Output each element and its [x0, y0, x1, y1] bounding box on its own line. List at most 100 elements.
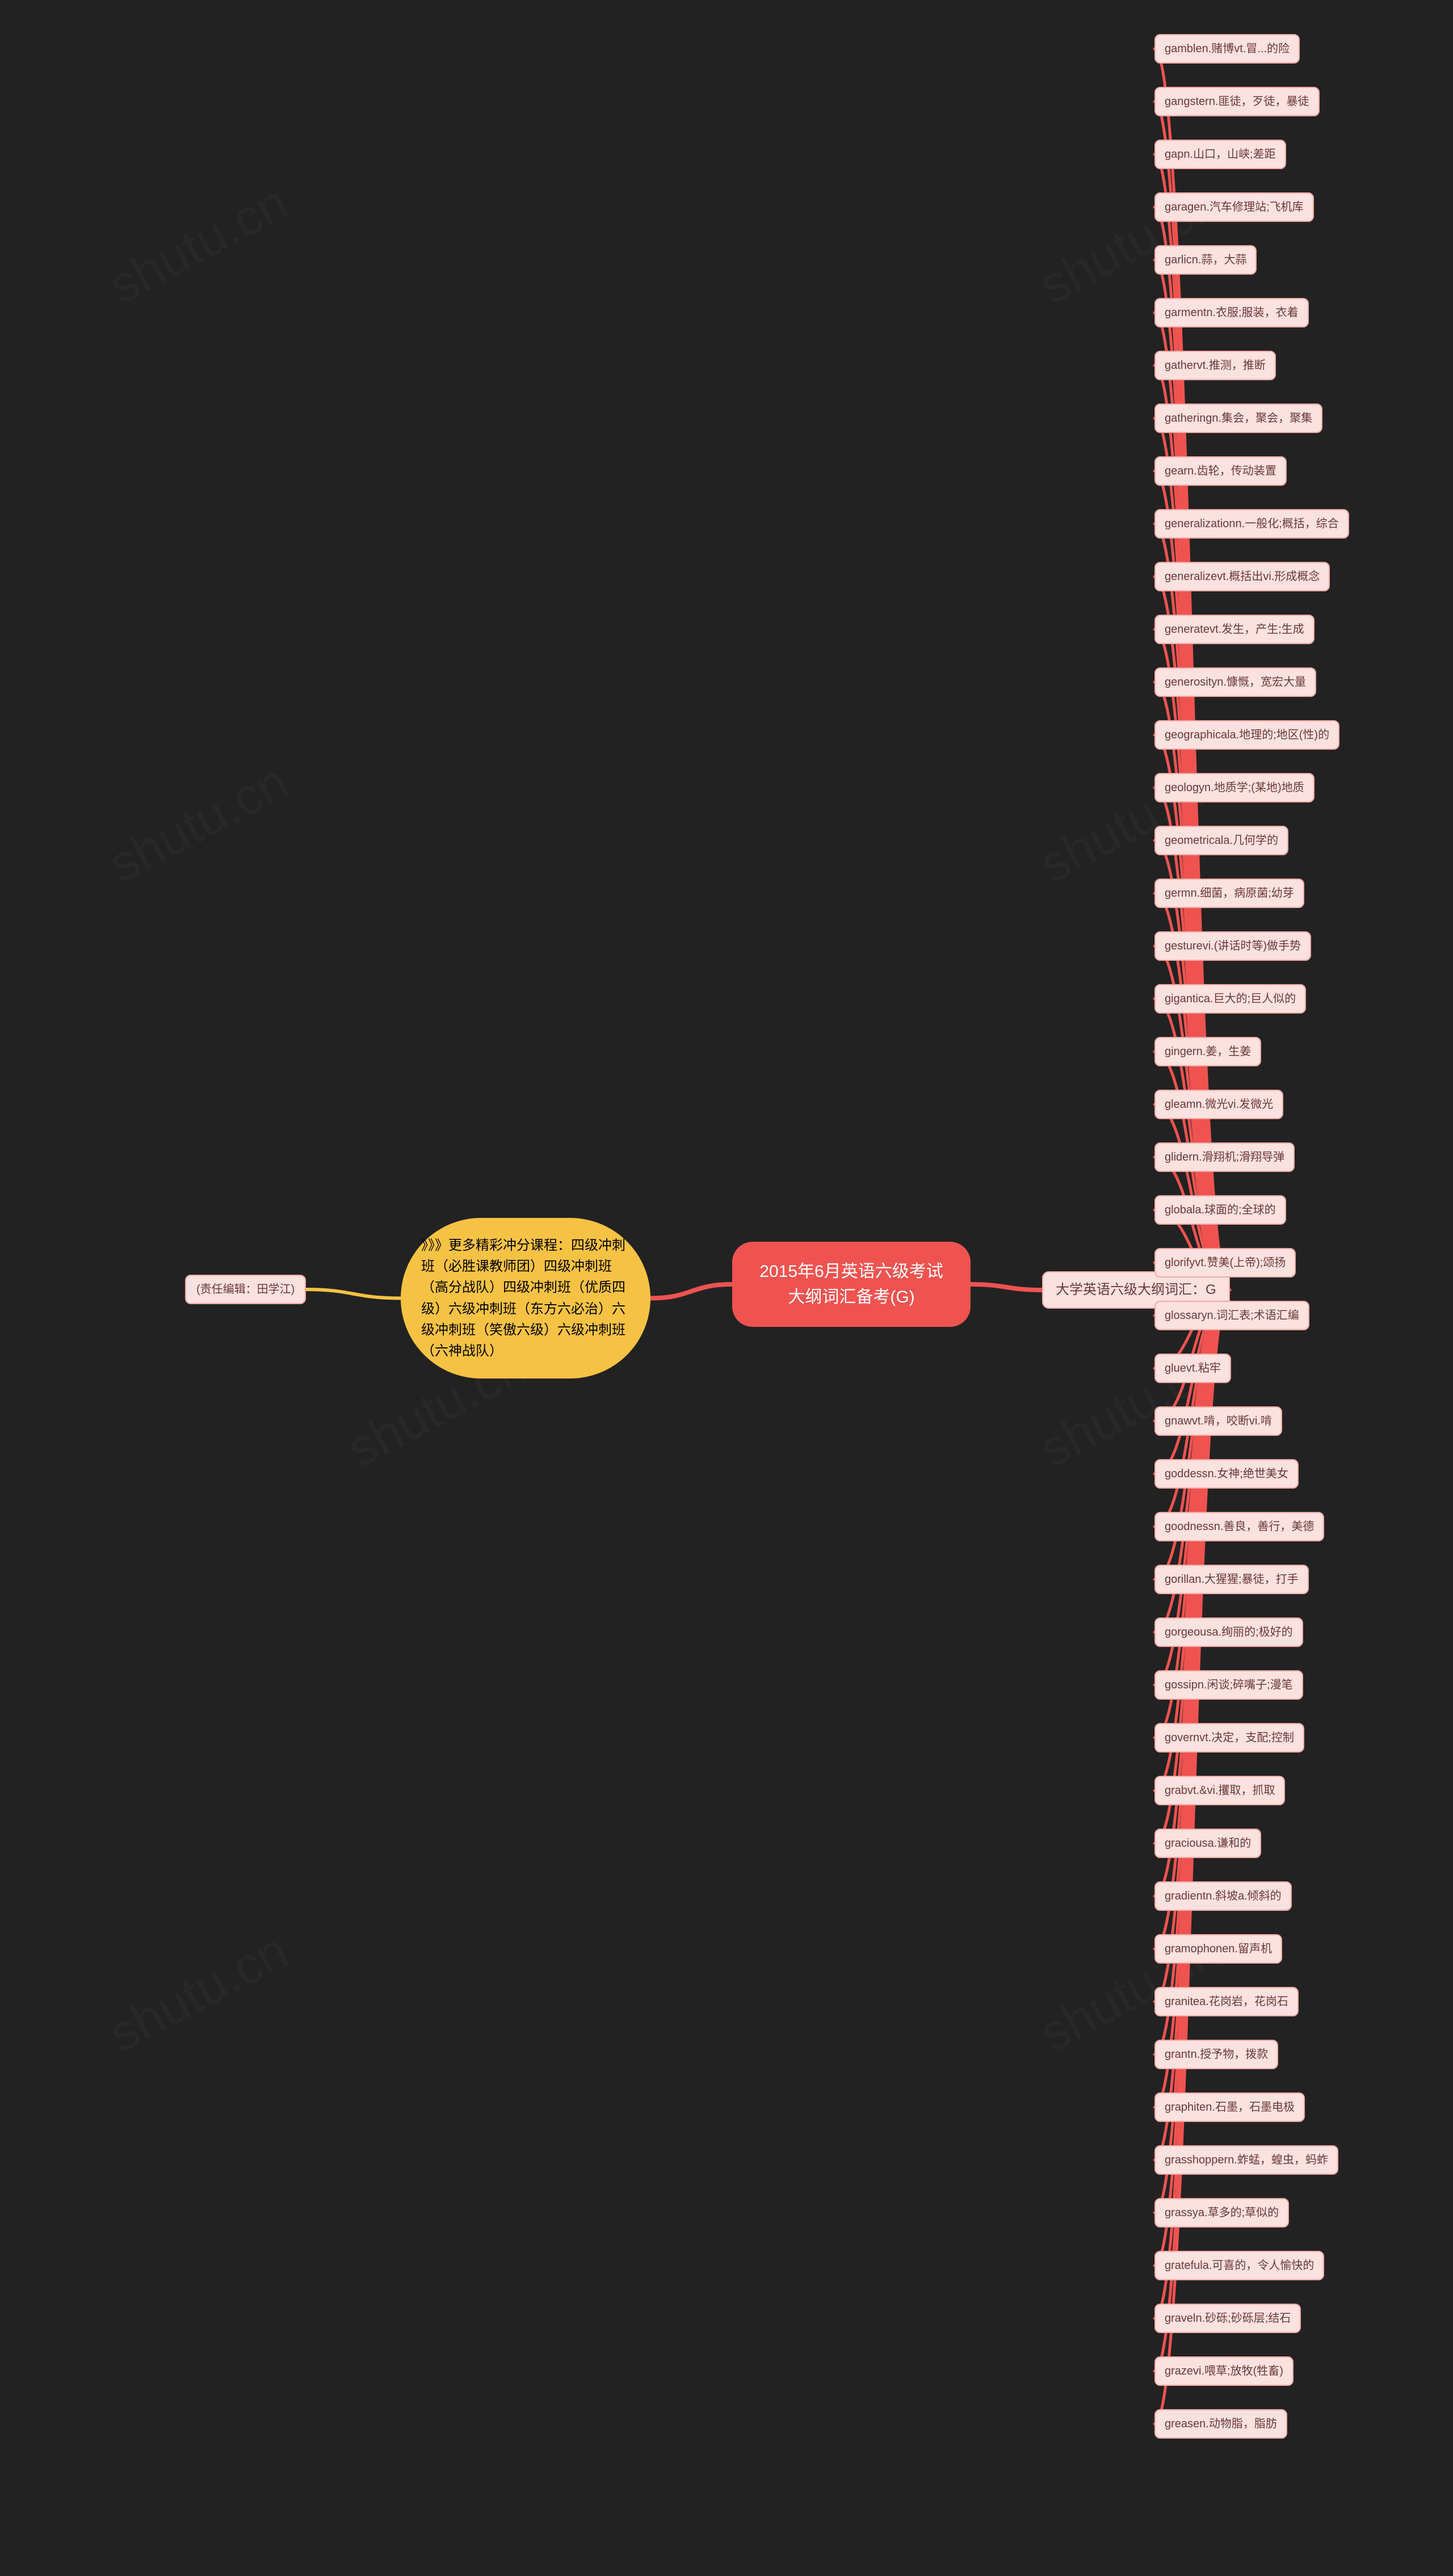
leaf-node: generalizationn.一般化;概括，综合 — [1154, 509, 1349, 539]
leaf-text: geometricala.几何学的 — [1165, 834, 1278, 847]
leaf-node: geometricala.几何学的 — [1154, 826, 1288, 855]
leaf-text: globala.球面的;全球的 — [1165, 1204, 1276, 1216]
leaf-node: gorillan.大猩猩;暴徒，打手 — [1154, 1565, 1309, 1594]
leaf-text: gesturevi.(讲话时等)做手势 — [1165, 940, 1301, 952]
leaf-node: germn.细菌，病原菌;幼芽 — [1154, 879, 1304, 908]
leaf-text: gingern.姜，生姜 — [1165, 1045, 1251, 1058]
leaf-node: greasen.动物脂，脂肪 — [1154, 2409, 1287, 2439]
leaf-text: gleamn.微光vi.发微光 — [1165, 1098, 1273, 1111]
leaf-text: germn.细菌，病原菌;幼芽 — [1165, 887, 1294, 900]
leaf-text: garlicn.蒜，大蒜 — [1165, 254, 1246, 266]
leaf-text: goodnessn.善良，善行，美德 — [1165, 1520, 1314, 1533]
leaf-node: generatevt.发生，产生;生成 — [1154, 615, 1315, 644]
leaf-node: gesturevi.(讲话时等)做手势 — [1154, 931, 1311, 961]
leaf-text: gramophonen.留声机 — [1165, 1943, 1272, 1955]
leaf-text: governvt.决定，支配;控制 — [1165, 1732, 1294, 1744]
center-node: 2015年6月英语六级考试 大纲词汇备考(G) — [732, 1242, 971, 1327]
left-yellow-text: 》》》更多精彩冲分课程：四级冲刺班（必胜课教师团）四级冲刺班（高分战队）四级冲刺… — [421, 1238, 625, 1359]
leaf-node: glidern.滑翔机;滑翔导弹 — [1154, 1142, 1295, 1172]
leaf-text: gluevt.粘牢 — [1165, 1362, 1221, 1375]
watermark: shutu.cn — [100, 753, 298, 895]
leaf-text: goddessn.女神;绝世美女 — [1165, 1468, 1288, 1480]
leaf-node: goodnessn.善良，善行，美德 — [1154, 1512, 1324, 1541]
leaf-node: gossipn.闲谈;碎嘴子;漫笔 — [1154, 1670, 1303, 1700]
leaf-text: garmentn.衣服;服装，衣着 — [1165, 306, 1299, 319]
leaf-node: gigantica.巨大的;巨人似的 — [1154, 984, 1306, 1014]
leaf-node: governvt.决定，支配;控制 — [1154, 1723, 1304, 1753]
leaf-node: grazevi.喂草;放牧(牲畜) — [1154, 2356, 1294, 2386]
leaf-text: gapn.山口，山峡;差距 — [1165, 148, 1276, 161]
leaf-text: gorgeousa.绚丽的;极好的 — [1165, 1626, 1293, 1638]
leaf-node: gangstern.匪徒，歹徒，暴徒 — [1154, 87, 1320, 116]
leaf-node: garagen.汽车修理站;飞机库 — [1154, 192, 1314, 222]
leaf-text: glossaryn.词汇表;术语汇编 — [1165, 1309, 1299, 1322]
center-line-2: 大纲词汇备考(G) — [788, 1288, 914, 1306]
leaf-text: gratefula.可喜的，令人愉快的 — [1165, 2259, 1314, 2272]
leaf-node: graphiten.石墨，石墨电极 — [1154, 2092, 1305, 2122]
leaf-node: gamblen.赌博vt.冒...的险 — [1154, 34, 1300, 64]
leaf-node: gradientn.斜坡a.倾斜的 — [1154, 1881, 1292, 1911]
leaf-node: grabvt.&vi.攫取，抓取 — [1154, 1776, 1285, 1805]
leaf-text: graciousa.谦和的 — [1165, 1837, 1251, 1850]
leaf-text: gorillan.大猩猩;暴徒，打手 — [1165, 1573, 1299, 1586]
leaf-node: garlicn.蒜，大蒜 — [1154, 245, 1257, 275]
leaf-text: generatevt.发生，产生;生成 — [1165, 623, 1304, 636]
leaf-node: geologyn.地质学;(某地)地质 — [1154, 773, 1315, 802]
leaf-node: gratefula.可喜的，令人愉快的 — [1154, 2251, 1324, 2280]
leaf-node: geographicala.地理的;地区(性)的 — [1154, 720, 1339, 750]
mindmap-canvas: shutu.cn shutu.cn shutu.cn shutu.cn shut… — [0, 0, 1453, 2576]
leaf-text: grantn.授予物，拨款 — [1165, 2048, 1268, 2061]
leaf-text: geographicala.地理的;地区(性)的 — [1165, 729, 1329, 741]
leaf-node: grassya.草多的;草似的 — [1154, 2198, 1289, 2228]
leaf-node: goddessn.女神;绝世美女 — [1154, 1459, 1299, 1489]
leaf-text: generalizevt.概括出vi.形成概念 — [1165, 570, 1320, 583]
leaf-node: gatheringn.集会，聚会，聚集 — [1154, 404, 1322, 433]
leaf-text: grabvt.&vi.攫取，抓取 — [1165, 1784, 1275, 1797]
leaf-text: gamblen.赌博vt.冒...的险 — [1165, 43, 1290, 55]
watermark: shutu.cn — [100, 1922, 298, 2064]
leaf-node: gingern.姜，生姜 — [1154, 1037, 1261, 1066]
leaf-node: graveln.砂砾;砂砾层;结石 — [1154, 2304, 1301, 2333]
leaf-text: gigantica.巨大的;巨人似的 — [1165, 993, 1296, 1005]
leaf-text: graveln.砂砾;砂砾层;结石 — [1165, 2312, 1291, 2325]
leaf-node: grantn.授予物，拨款 — [1154, 2040, 1278, 2069]
leaf-text: glidern.滑翔机;滑翔导弹 — [1165, 1151, 1284, 1163]
leaf-node: gorgeousa.绚丽的;极好的 — [1154, 1617, 1303, 1647]
leaf-node: glorifyvt.赞美(上帝);颂扬 — [1154, 1248, 1296, 1278]
leaf-node: gramophonen.留声机 — [1154, 1934, 1282, 1964]
leaf-text: gradientn.斜坡a.倾斜的 — [1165, 1890, 1282, 1902]
leaf-text: garagen.汽车修理站;飞机库 — [1165, 201, 1304, 213]
leaf-text: gnawvt.啃，咬断vi.啃 — [1165, 1415, 1272, 1427]
leaf-node: glossaryn.词汇表;术语汇编 — [1154, 1301, 1309, 1330]
leaf-text: greasen.动物脂，脂肪 — [1165, 2418, 1277, 2430]
left-small-node: (责任编辑：田学江) — [185, 1275, 306, 1304]
right-tier2-text: 大学英语六级大纲词汇：G — [1056, 1282, 1216, 1297]
leaf-node: gnawvt.啃，咬断vi.啃 — [1154, 1406, 1282, 1436]
leaf-text: grasshoppern.蚱蜢，蝗虫，蚂蚱 — [1165, 2154, 1328, 2166]
leaf-node: generosityn.慷慨，宽宏大量 — [1154, 667, 1316, 697]
leaf-text: gathervt.推测，推断 — [1165, 359, 1266, 372]
leaf-node: grasshoppern.蚱蜢，蝗虫，蚂蚱 — [1154, 2145, 1338, 2175]
leaf-node: gluevt.粘牢 — [1154, 1354, 1231, 1383]
leaf-node: granitea.花岗岩，花岗石 — [1154, 1987, 1299, 2016]
watermark: shutu.cn — [100, 174, 298, 316]
leaf-node: gleamn.微光vi.发微光 — [1154, 1090, 1283, 1119]
leaf-text: gatheringn.集会，聚会，聚集 — [1165, 412, 1312, 425]
leaf-node: gearn.齿轮，传动装置 — [1154, 456, 1287, 486]
left-small-text: (责任编辑：田学江) — [196, 1283, 295, 1296]
leaf-text: glorifyvt.赞美(上帝);颂扬 — [1165, 1257, 1286, 1269]
leaf-text: gossipn.闲谈;碎嘴子;漫笔 — [1165, 1679, 1293, 1691]
leaf-text: generosityn.慷慨，宽宏大量 — [1165, 676, 1306, 688]
leaf-text: graphiten.石墨，石墨电极 — [1165, 2101, 1295, 2113]
left-yellow-node: 》》》更多精彩冲分课程：四级冲刺班（必胜课教师团）四级冲刺班（高分战队）四级冲刺… — [401, 1218, 650, 1379]
leaf-text: grassya.草多的;草似的 — [1165, 2207, 1279, 2219]
leaf-node: gathervt.推测，推断 — [1154, 351, 1276, 380]
leaf-node: globala.球面的;全球的 — [1154, 1195, 1286, 1225]
leaf-text: grazevi.喂草;放牧(牲畜) — [1165, 2365, 1283, 2377]
leaf-node: generalizevt.概括出vi.形成概念 — [1154, 562, 1330, 591]
leaf-text: geologyn.地质学;(某地)地质 — [1165, 781, 1304, 794]
leaf-text: granitea.花岗岩，花岗石 — [1165, 1995, 1288, 2008]
leaf-text: gearn.齿轮，传动装置 — [1165, 465, 1276, 477]
leaf-node: graciousa.谦和的 — [1154, 1829, 1261, 1858]
center-line-1: 2015年6月英语六级考试 — [759, 1262, 943, 1281]
